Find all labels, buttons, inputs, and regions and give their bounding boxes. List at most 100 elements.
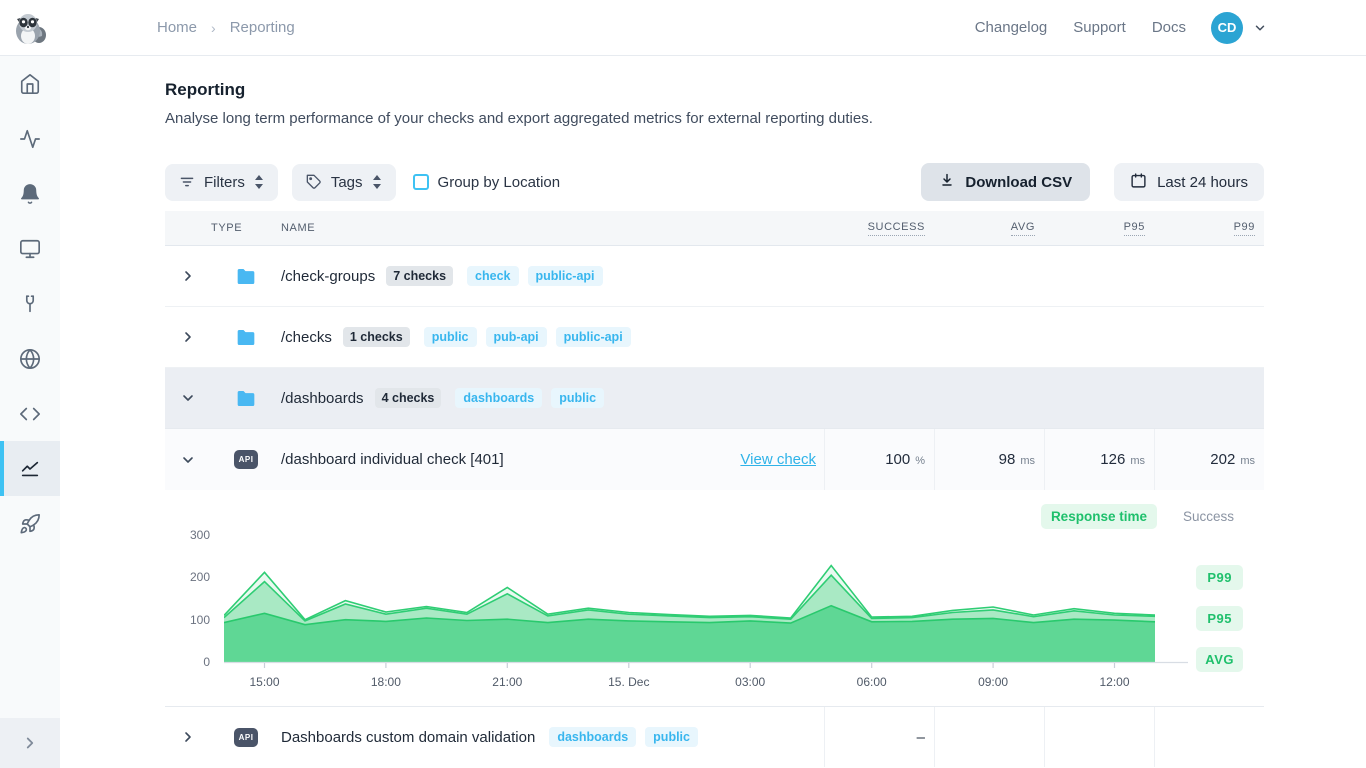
sidebar-item-private-locations[interactable] <box>0 331 60 386</box>
folder-icon <box>237 329 255 345</box>
table-row-checks[interactable]: /checks 1 checks public pub-api public-a… <box>165 307 1264 368</box>
sidebar-item-snippets[interactable] <box>0 386 60 441</box>
table-row-custom-domain-validation[interactable]: API Dashboards custom domain validation … <box>165 706 1264 767</box>
sidebar-item-checks[interactable] <box>0 111 60 166</box>
y-tick-label: 100 <box>189 612 210 627</box>
bell-icon <box>21 183 39 204</box>
x-tick-label: 09:00 <box>978 675 1009 689</box>
header-success[interactable]: SUCCESS <box>824 221 934 236</box>
tags-button[interactable]: Tags <box>291 163 396 201</box>
table-row-dashboards[interactable]: /dashboards 4 checks dashboards public <box>165 368 1264 429</box>
date-range-button[interactable]: Last 24 hours <box>1114 163 1264 201</box>
page-description: Analyse long term performance of your ch… <box>165 110 873 127</box>
breadcrumb-home[interactable]: Home <box>157 19 198 36</box>
header-p99[interactable]: P99 <box>1154 221 1264 236</box>
chart-metric-toggle: Response time Success <box>1040 504 1234 529</box>
line-chart-icon <box>21 461 39 476</box>
breadcrumb-reporting: Reporting <box>229 19 295 36</box>
view-check-link[interactable]: View check <box>740 450 816 468</box>
p95-unit: ms <box>1130 455 1145 467</box>
success-toggle[interactable]: Success <box>1182 509 1234 524</box>
rocket-icon <box>20 513 40 534</box>
x-tick-label: 21:00 <box>492 675 523 689</box>
check-name: /dashboard individual check [401] <box>281 451 504 468</box>
group-by-location-toggle[interactable]: Group by Location <box>412 173 561 191</box>
chart-section: Response time Success 0 100 200 300 15:00 18… <box>165 490 1264 706</box>
docs-link[interactable]: Docs <box>1151 19 1186 36</box>
collapse-chevron-down-icon[interactable] <box>180 390 196 406</box>
chart-plot <box>223 531 1189 676</box>
sidebar-item-alerts[interactable] <box>0 166 60 221</box>
filters-button[interactable]: Filters <box>165 163 278 201</box>
tag-badge[interactable]: public-api <box>555 327 631 347</box>
page-title: Reporting <box>165 80 246 99</box>
avatar[interactable]: CD <box>1211 11 1243 44</box>
avatar-menu-button[interactable] <box>1253 21 1267 35</box>
expand-chevron-right-icon[interactable] <box>180 268 196 284</box>
p99-value: 202 <box>1210 451 1236 468</box>
download-csv-button[interactable]: Download CSV <box>921 163 1091 201</box>
response-time-toggle[interactable]: Response time <box>1040 504 1157 529</box>
tag-badge[interactable]: check <box>467 266 519 286</box>
check-name: Dashboards custom domain validation <box>281 728 536 746</box>
tag-badge[interactable]: public <box>423 327 477 347</box>
sidebar-item-home[interactable] <box>0 56 60 111</box>
group-name: /checks <box>281 328 332 346</box>
sidebar-item-reporting[interactable] <box>0 441 60 496</box>
chart-legend: P99 P95 AVG <box>1196 565 1243 672</box>
changelog-link[interactable]: Changelog <box>974 19 1048 36</box>
table-row-check-groups[interactable]: /check-groups 7 checks check public-api <box>165 246 1264 307</box>
table-header: TYPE NAME SUCCESS AVG P95 P99 <box>165 211 1264 246</box>
sidebar <box>0 56 60 768</box>
tag-badge[interactable]: dashboards <box>549 727 637 747</box>
sidebar-item-getting-started[interactable] <box>0 496 60 551</box>
group-by-location-checkbox[interactable] <box>412 174 429 190</box>
header-type: TYPE <box>211 222 243 234</box>
expand-chevron-right-icon[interactable] <box>180 329 196 345</box>
collapse-chevron-down-icon[interactable] <box>180 452 196 468</box>
topbar-links: Changelog Support Docs CD <box>949 11 1366 44</box>
sort-arrows-icon <box>254 175 264 189</box>
header-p95[interactable]: P95 <box>1044 221 1154 236</box>
folder-icon <box>237 390 255 406</box>
y-tick-label: 300 <box>189 528 210 542</box>
tag-badge[interactable]: public <box>645 727 698 747</box>
legend-avg-badge[interactable]: AVG <box>1196 647 1243 672</box>
filter-icon <box>179 174 195 190</box>
legend-p99-badge[interactable]: P99 <box>1196 565 1243 590</box>
x-tick-label: 03:00 <box>735 675 766 689</box>
header-avg[interactable]: AVG <box>934 221 1044 236</box>
filters-label: Filters <box>204 173 245 191</box>
group-by-location-label: Group by Location <box>437 173 561 191</box>
header-name: NAME <box>281 222 316 234</box>
sidebar-item-dashboards[interactable] <box>0 221 60 276</box>
home-icon <box>20 73 40 94</box>
tag-icon <box>306 174 322 190</box>
success-value: 100 <box>885 451 911 468</box>
x-tick-label: 15:00 <box>249 675 280 689</box>
api-type-badge: API <box>233 450 259 469</box>
avg-unit: ms <box>1020 455 1035 467</box>
main-content: Reporting Analyse long term performance … <box>60 56 1366 768</box>
check-count-badge: 1 checks <box>342 327 410 347</box>
app-logo[interactable] <box>0 9 60 47</box>
download-csv-label: Download CSV <box>965 173 1073 191</box>
tags-label: Tags <box>330 173 363 191</box>
sidebar-expand-button[interactable] <box>0 718 60 768</box>
tag-badge[interactable]: pub-api <box>485 327 547 347</box>
p99-unit: ms <box>1240 455 1255 467</box>
sidebar-item-maintenance[interactable] <box>0 276 60 331</box>
group-name: /dashboards <box>281 389 364 407</box>
success-value: – <box>916 728 925 746</box>
support-link[interactable]: Support <box>1073 19 1126 36</box>
folder-icon <box>237 268 255 284</box>
code-icon <box>20 407 40 420</box>
tag-badge[interactable]: dashboards <box>455 388 543 408</box>
date-range-label: Last 24 hours <box>1157 173 1248 191</box>
legend-p95-badge[interactable]: P95 <box>1196 606 1243 631</box>
expand-chevron-right-icon[interactable] <box>180 729 196 745</box>
tag-badge[interactable]: public <box>551 388 605 408</box>
table-row-dashboard-individual-check[interactable]: API /dashboard individual check [401] Vi… <box>165 429 1264 490</box>
avg-value: 98 <box>998 451 1016 468</box>
tag-badge[interactable]: public-api <box>527 266 603 286</box>
